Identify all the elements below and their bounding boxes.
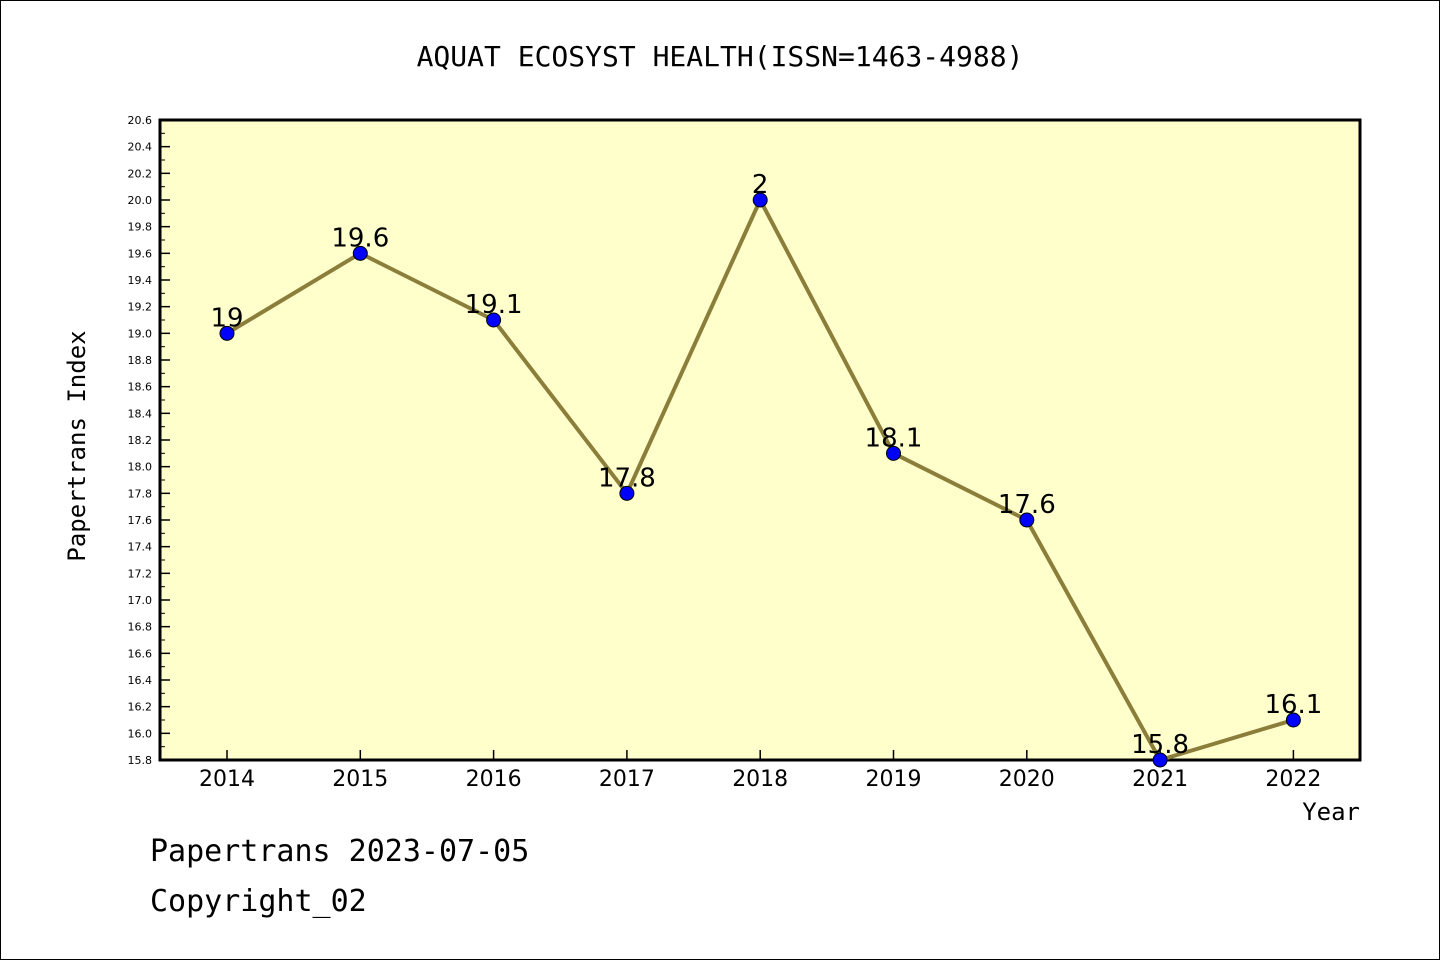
y-tick-label: 19.0 bbox=[128, 327, 153, 340]
data-point bbox=[752, 192, 768, 208]
data-label: 19.6 bbox=[331, 223, 389, 253]
y-tick-label: 17.2 bbox=[128, 567, 153, 580]
data-point bbox=[352, 245, 368, 261]
y-tick-label: 16.4 bbox=[128, 674, 153, 687]
y-tick-label: 17.4 bbox=[128, 541, 153, 554]
y-tick-label: 19.8 bbox=[128, 221, 153, 234]
y-tick-label: 18.4 bbox=[128, 407, 153, 420]
y-tick-label: 19.2 bbox=[128, 301, 153, 314]
data-point bbox=[219, 325, 235, 341]
footer-source-date: Papertrans 2023-07-05 bbox=[150, 834, 530, 869]
y-tick-label: 16.6 bbox=[128, 647, 153, 660]
y-axis: 15.8 16.0 16.2 16.4 16.6 16.8 17.0 17.2 17.4 17.6… bbox=[128, 114, 170, 767]
data-point bbox=[486, 312, 502, 328]
y-tick-label: 17.6 bbox=[128, 514, 153, 527]
x-tick-label: 2017 bbox=[599, 767, 655, 792]
chart-title: AQUAT ECOSYST HEALTH(ISSN=1463-4988) bbox=[417, 40, 1024, 73]
y-tick-label: 16.0 bbox=[128, 727, 153, 740]
data-label: 15.8 bbox=[1131, 730, 1189, 760]
y-tick-label: 19.4 bbox=[128, 274, 153, 287]
y-tick-label: 16.8 bbox=[128, 621, 153, 634]
data-label: 17.8 bbox=[598, 463, 656, 493]
y-tick-label: 18.8 bbox=[128, 354, 153, 367]
x-tick-label: 2014 bbox=[199, 767, 255, 792]
y-tick-label: 17.8 bbox=[128, 487, 153, 500]
y-tick-label: 20.6 bbox=[128, 114, 153, 127]
x-tick-label: 2016 bbox=[466, 767, 522, 792]
x-tick-label: 2021 bbox=[1132, 767, 1188, 792]
data-point bbox=[1019, 512, 1035, 528]
y-tick-label: 15.8 bbox=[128, 754, 153, 767]
y-tick-label: 20.2 bbox=[128, 167, 153, 180]
data-point bbox=[886, 445, 901, 461]
data-label: 18.1 bbox=[865, 423, 923, 453]
x-axis-label: Year bbox=[1302, 798, 1360, 826]
data-labels: 19 19.6 19.1 17.8 2 18.1 17.6 15.8 16.1 bbox=[210, 170, 1322, 760]
y-tick-label: 20.0 bbox=[128, 194, 153, 207]
data-label: 19.1 bbox=[465, 290, 523, 320]
data-point bbox=[1152, 752, 1168, 768]
y-tick-label: 20.4 bbox=[128, 141, 153, 154]
data-point bbox=[619, 485, 635, 501]
plot-area bbox=[158, 118, 1362, 762]
series-markers bbox=[219, 192, 1301, 768]
x-tick-label: 2015 bbox=[332, 767, 388, 792]
y-tick-label: 16.2 bbox=[128, 701, 153, 714]
footer-copyright: Copyright_02 bbox=[150, 884, 367, 919]
data-label: 16.1 bbox=[1264, 690, 1322, 720]
data-point bbox=[1285, 712, 1301, 728]
x-tick-label: 2022 bbox=[1265, 767, 1321, 792]
y-tick-label: 17.0 bbox=[128, 594, 153, 607]
x-tick-label: 2019 bbox=[866, 767, 922, 792]
y-tick-label: 18.2 bbox=[128, 434, 153, 447]
y-axis-label: Papertrans Index bbox=[63, 330, 91, 561]
y-tick-label: 19.6 bbox=[128, 247, 153, 260]
y-tick-label: 18.6 bbox=[128, 381, 153, 394]
data-label: 19 bbox=[210, 303, 243, 333]
data-label: 2 bbox=[752, 170, 769, 200]
x-tick-label: 2020 bbox=[999, 767, 1055, 792]
data-label: 17.6 bbox=[998, 490, 1056, 520]
y-tick-label: 18.0 bbox=[128, 461, 153, 474]
x-tick-label: 2018 bbox=[732, 767, 788, 792]
